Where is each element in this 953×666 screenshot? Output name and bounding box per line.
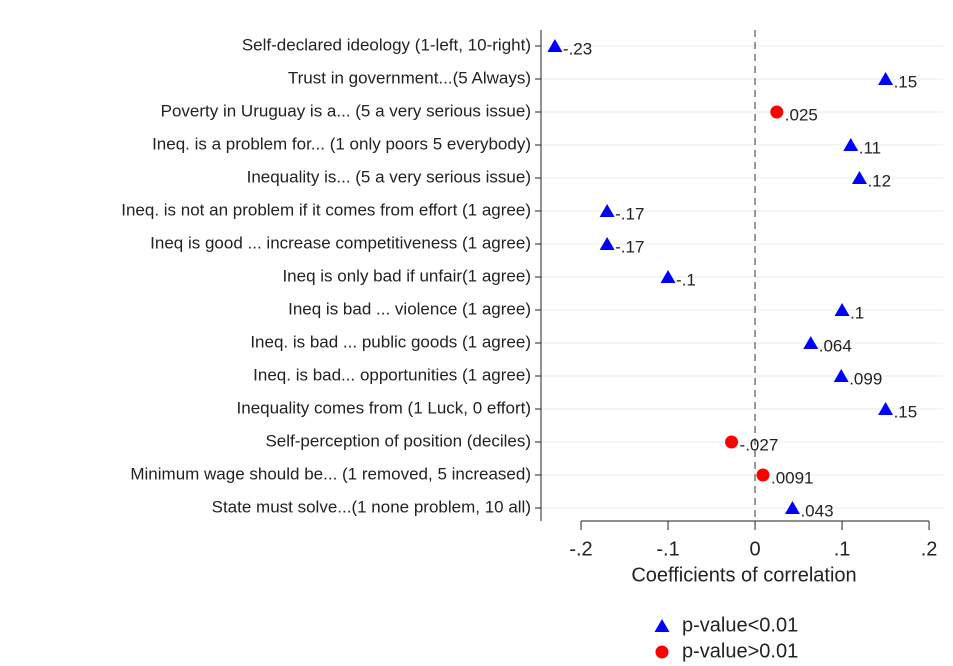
point xyxy=(878,402,894,415)
x-tick-label: 0 xyxy=(749,538,760,560)
x-tick-label: .2 xyxy=(921,538,938,560)
y-tick-label: Self-perception of position (deciles) xyxy=(265,431,531,450)
point xyxy=(547,39,563,52)
point xyxy=(660,270,676,283)
value-label: .043 xyxy=(800,501,833,520)
value-label: -.1 xyxy=(676,270,696,289)
point xyxy=(599,237,615,250)
point xyxy=(803,336,819,349)
y-tick-label: Poverty in Uruguay is a... (5 a very ser… xyxy=(161,101,531,120)
point xyxy=(843,138,859,151)
point xyxy=(878,72,894,85)
value-label: .15 xyxy=(894,402,918,421)
y-tick-label: State must solve...(1 none problem, 10 a… xyxy=(212,497,531,516)
x-tick-label: .1 xyxy=(834,538,851,560)
point xyxy=(770,105,784,119)
y-tick-label: Ineq. is bad ... public goods (1 agree) xyxy=(250,332,531,351)
y-tick-label: Inequality comes from (1 Luck, 0 effort) xyxy=(237,398,531,417)
y-tick-label: Ineq is only bad if unfair(1 agree) xyxy=(282,266,531,285)
legend-marker xyxy=(655,645,669,659)
legend-label: p-value<0.01 xyxy=(682,614,798,636)
value-label: .025 xyxy=(785,105,818,124)
x-tick-label: -.2 xyxy=(569,538,592,560)
y-tick-label: Minimum wage should be... (1 removed, 5 … xyxy=(130,464,531,483)
value-label: .099 xyxy=(849,369,882,388)
point xyxy=(784,501,800,514)
point xyxy=(599,204,615,217)
legend-marker xyxy=(654,619,670,632)
point xyxy=(851,171,867,184)
x-tick-label: -.1 xyxy=(656,538,679,560)
value-label: .064 xyxy=(819,336,852,355)
y-tick-label: Ineq. is not an problem if it comes from… xyxy=(121,200,531,219)
y-tick-label: Inequality is... (5 a very serious issue… xyxy=(247,167,531,186)
value-label: .12 xyxy=(867,171,891,190)
y-tick-label: Ineq. is a problem for... (1 only poors … xyxy=(152,134,531,153)
point xyxy=(725,435,739,449)
x-axis-title: Coefficients of correlation xyxy=(631,564,856,586)
legend-label: p-value>0.01 xyxy=(682,640,798,662)
y-tick-label: Ineq is good ... increase competitivenes… xyxy=(150,233,531,252)
y-tick-label: Ineq. is bad... opportunities (1 agree) xyxy=(253,365,531,384)
y-tick-label: Self-declared ideology (1-left, 10-right… xyxy=(242,35,531,54)
value-label: -.23 xyxy=(563,39,592,58)
value-label: .1 xyxy=(850,303,864,322)
point xyxy=(833,369,849,382)
value-label: .15 xyxy=(894,72,918,91)
value-label: -.17 xyxy=(615,237,644,256)
point xyxy=(834,303,850,316)
value-label: -.17 xyxy=(615,204,644,223)
value-label: -.027 xyxy=(740,435,779,454)
value-label: .11 xyxy=(859,138,881,157)
y-tick-label: Trust in government...(5 Always) xyxy=(288,68,531,87)
y-tick-label: Ineq is bad ... violence (1 agree) xyxy=(288,299,531,318)
value-label: .0091 xyxy=(771,468,814,487)
point xyxy=(756,468,770,482)
